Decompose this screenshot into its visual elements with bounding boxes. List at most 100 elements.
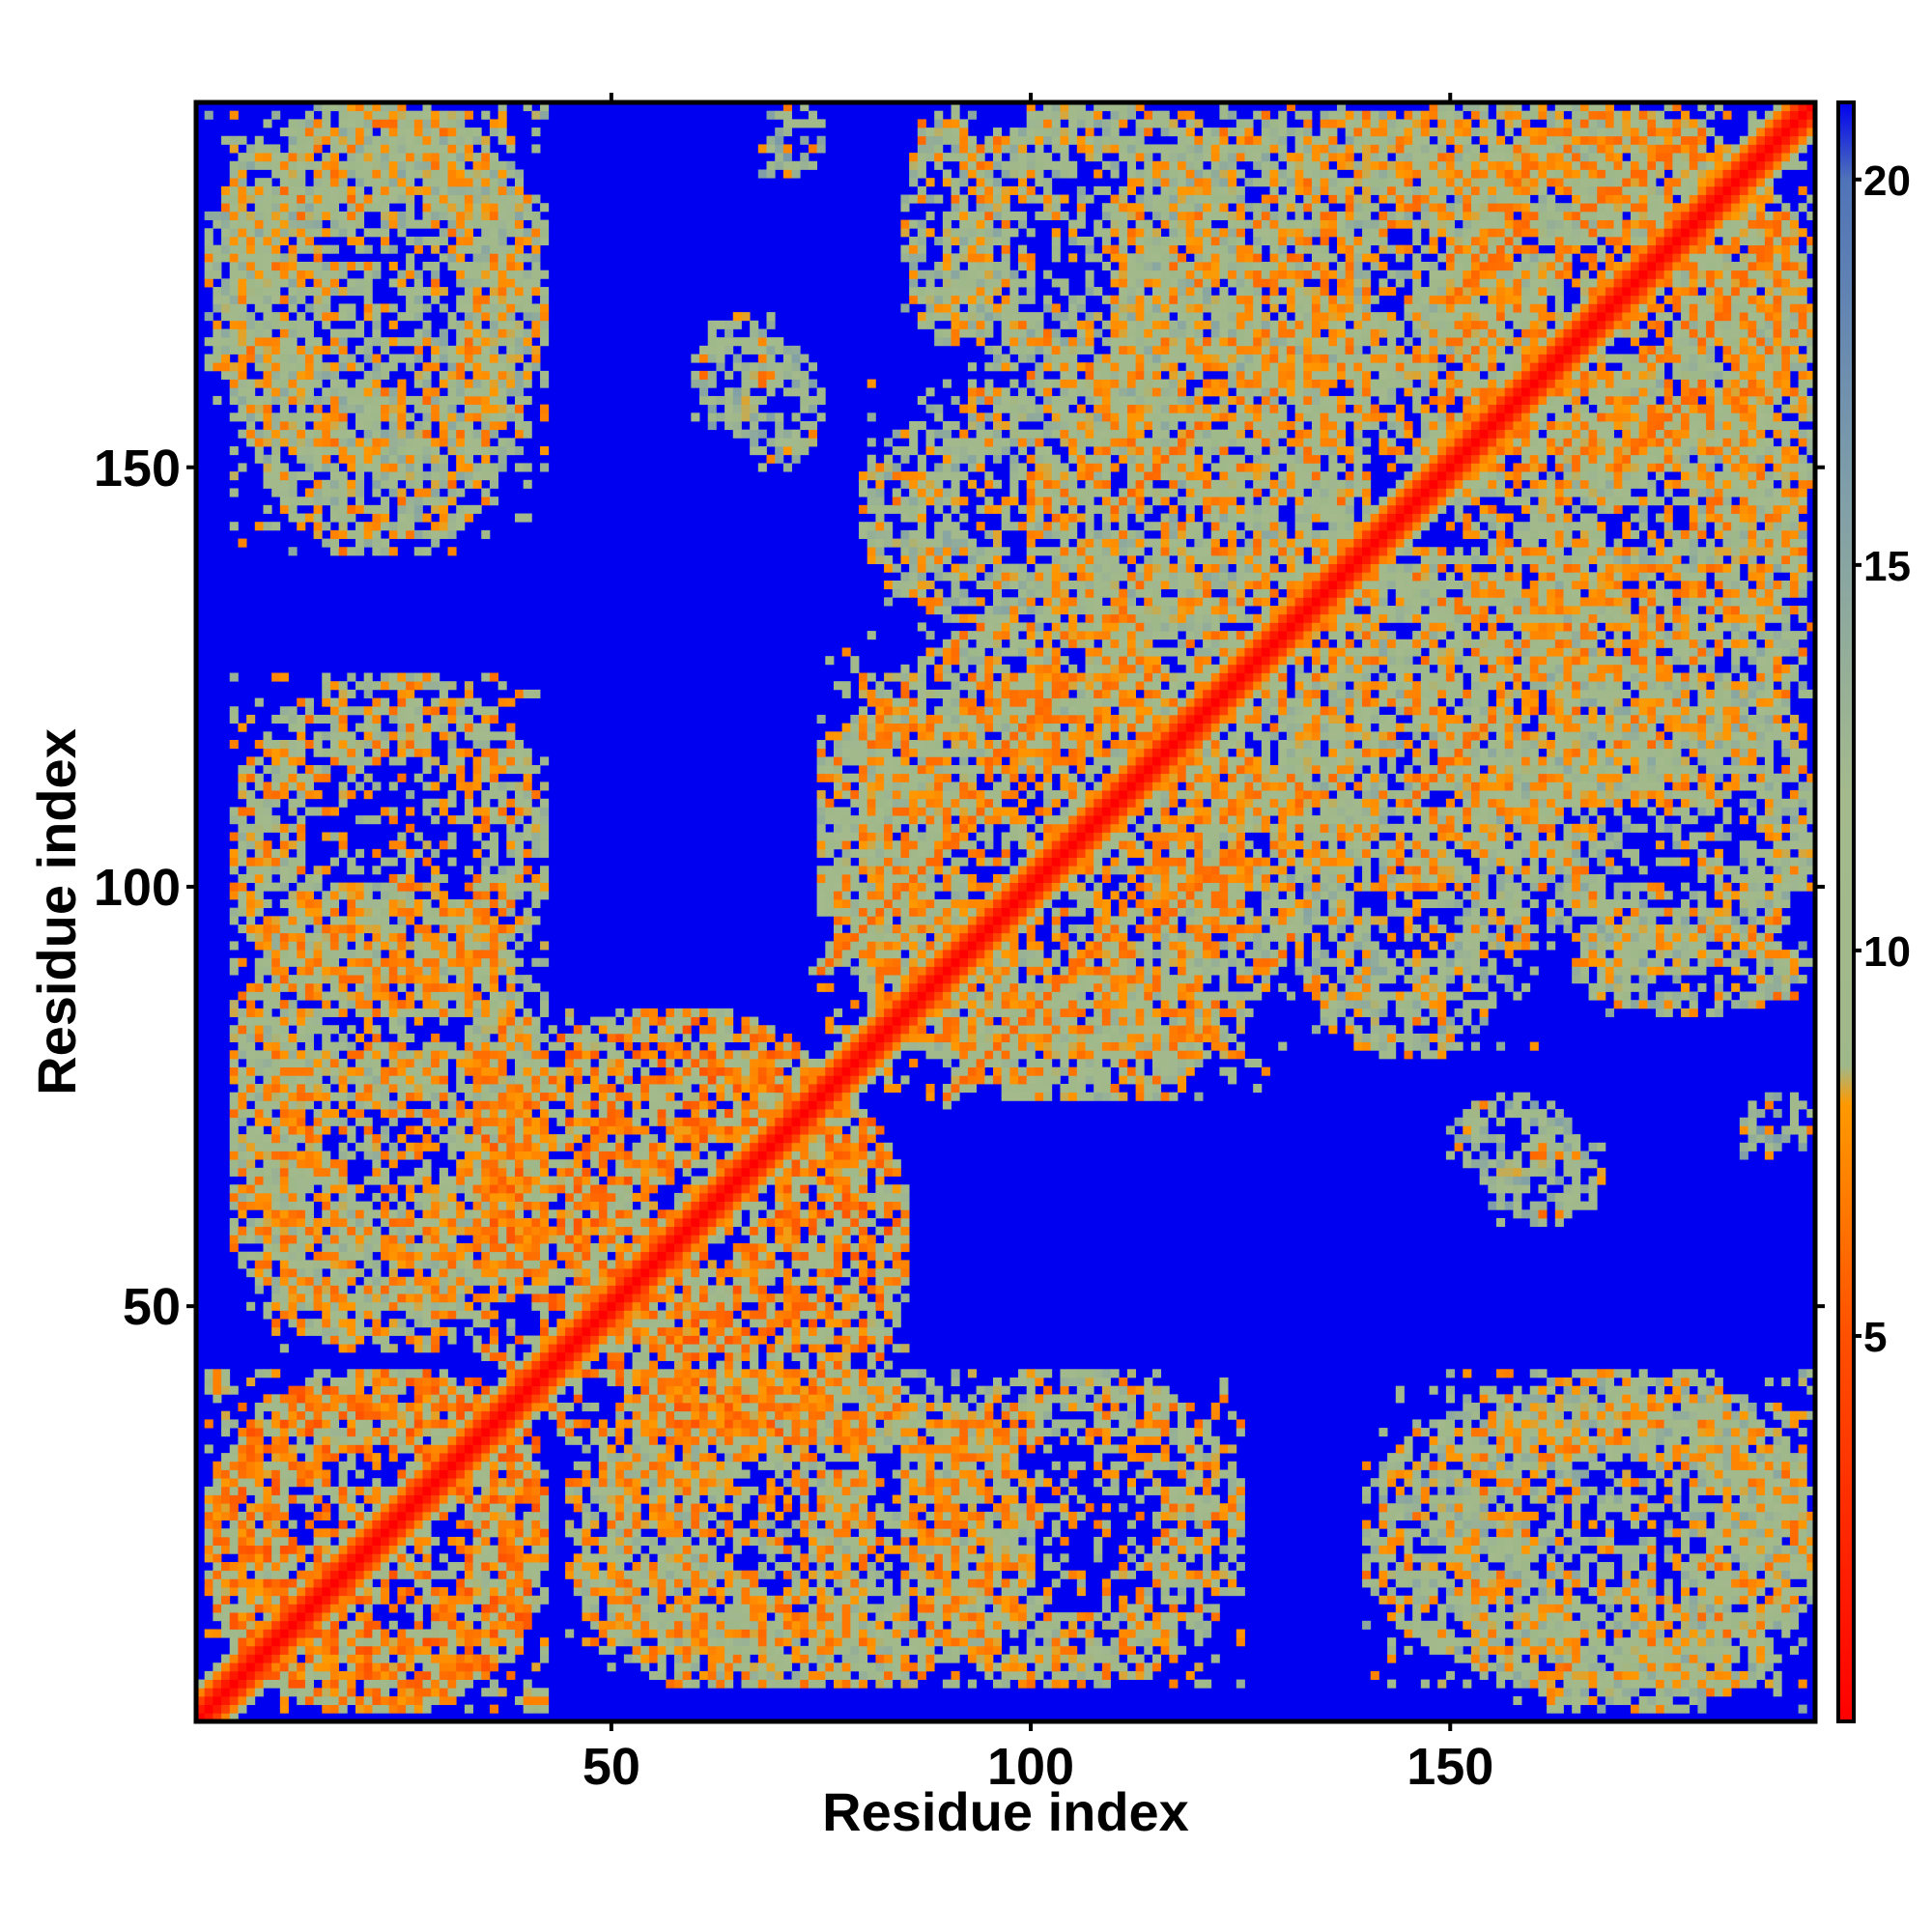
heatmap-cell: [279, 1654, 289, 1663]
heatmap-cell: [1739, 1461, 1748, 1470]
heatmap-cell: [1488, 1511, 1497, 1520]
heatmap-cell: [1009, 1587, 1019, 1597]
heatmap-cell: [1043, 1645, 1053, 1655]
heatmap-cell: [497, 1637, 507, 1647]
heatmap-cell: [1563, 1435, 1573, 1445]
heatmap-cell: [1362, 1578, 1372, 1588]
heatmap-cell: [1764, 1562, 1774, 1572]
heatmap-cell: [657, 1545, 667, 1554]
heatmap-cell: [984, 1645, 994, 1655]
heatmap-cell: [1185, 1453, 1195, 1463]
heatmap-cell: [750, 1444, 759, 1454]
heatmap-cell: [992, 1461, 1003, 1470]
heatmap-cell: [204, 1444, 213, 1454]
heatmap-cell: [909, 1419, 919, 1429]
heatmap-cell: [456, 1520, 466, 1529]
heatmap-cell: [825, 1654, 835, 1663]
heatmap-cell: [1496, 1469, 1506, 1479]
heatmap-cell: [1714, 1503, 1723, 1513]
heatmap-cell: [1547, 1562, 1556, 1572]
heatmap-cell: [221, 1604, 231, 1613]
heatmap-cell: [808, 1604, 818, 1613]
heatmap-cell: [884, 1654, 894, 1663]
heatmap-cell: [1697, 1503, 1707, 1513]
heatmap-cell: [716, 1419, 725, 1429]
heatmap-cell: [782, 1637, 792, 1647]
heatmap-cell: [406, 1654, 415, 1663]
heatmap-cell: [1110, 1403, 1120, 1412]
heatmap-cell: [816, 1629, 826, 1638]
heatmap-cell: [1622, 1662, 1632, 1672]
heatmap-cell: [1689, 1453, 1698, 1463]
heatmap-cell: [456, 1494, 466, 1504]
heatmap-cell: [1445, 1419, 1455, 1429]
heatmap-cell: [1470, 1612, 1481, 1622]
heatmap-cell: [942, 1520, 952, 1529]
heatmap-cell: [1429, 1553, 1438, 1563]
heatmap-cell: [1412, 1428, 1422, 1437]
heatmap-cell: [775, 1444, 784, 1454]
heatmap-cell: [925, 1604, 935, 1613]
heatmap-cell: [381, 1369, 390, 1378]
heatmap-cell: [884, 1612, 894, 1622]
heatmap-cell: [615, 1377, 625, 1387]
heatmap-cell: [372, 1670, 382, 1680]
heatmap-cell: [338, 1461, 348, 1470]
heatmap-cell: [959, 1435, 969, 1445]
heatmap-cell: [1597, 1545, 1606, 1554]
heatmap-cell: [900, 1679, 910, 1689]
heatmap-cell: [254, 1536, 264, 1547]
heatmap-cell: [304, 1612, 314, 1622]
heatmap-cell: [1094, 1478, 1103, 1488]
heatmap-cell: [1018, 1394, 1028, 1404]
heatmap-cell: [1160, 1419, 1170, 1429]
heatmap-cell: [833, 1645, 843, 1655]
heatmap-cell: [732, 1410, 742, 1420]
heatmap-cell: [489, 1562, 499, 1572]
heatmap-cell: [808, 1587, 818, 1597]
heatmap-cell: [1496, 1478, 1506, 1488]
heatmap-cell: [229, 1444, 239, 1454]
heatmap-cell: [489, 1469, 499, 1479]
heatmap-cell: [657, 1419, 667, 1429]
heatmap-cell: [279, 1545, 289, 1554]
heatmap-cell: [666, 1511, 675, 1520]
heatmap-cell: [884, 1435, 894, 1445]
heatmap-cell: [431, 1494, 440, 1504]
heatmap-cell: [984, 1595, 994, 1605]
heatmap-cell: [1764, 1662, 1774, 1672]
heatmap-cell: [447, 1679, 457, 1689]
heatmap-cell: [666, 1444, 675, 1454]
heatmap-cell: [1638, 1410, 1648, 1420]
heatmap-cell: [229, 1570, 239, 1579]
heatmap-cell: [1773, 1570, 1782, 1579]
heatmap-cell: [1035, 1403, 1044, 1412]
heatmap-cell: [213, 1478, 222, 1488]
heatmap-cell: [1521, 1587, 1531, 1597]
heatmap-cell: [1151, 1570, 1162, 1579]
heatmap-cell: [397, 1428, 407, 1437]
heatmap-cell: [531, 1595, 541, 1605]
heatmap-cell: [1126, 1604, 1136, 1613]
heatmap-cell: [833, 1545, 843, 1554]
heatmap-cell: [1404, 1435, 1413, 1445]
heatmap-cell: [825, 1545, 835, 1554]
heatmap-cell: [1731, 1670, 1741, 1680]
heatmap-cell: [900, 1511, 910, 1520]
heatmap-cell: [623, 1587, 633, 1597]
heatmap-cell: [1588, 1444, 1598, 1454]
heatmap-cell: [1378, 1503, 1388, 1513]
heatmap-cell: [506, 1595, 516, 1605]
heatmap-cell: [1597, 1578, 1606, 1588]
heatmap-cell: [213, 1503, 222, 1513]
heatmap-cell: [1747, 1637, 1757, 1647]
heatmap-cell: [1026, 1679, 1036, 1689]
heatmap-cell: [766, 1595, 776, 1605]
heatmap-cell: [447, 1410, 457, 1420]
heatmap-cell: [1672, 1486, 1682, 1495]
heatmap-cell: [238, 1453, 247, 1463]
heatmap-cell: [413, 1428, 423, 1437]
heatmap-cell: [1579, 1536, 1589, 1547]
heatmap-cell: [447, 1394, 457, 1404]
heatmap-cell: [1605, 1545, 1614, 1554]
